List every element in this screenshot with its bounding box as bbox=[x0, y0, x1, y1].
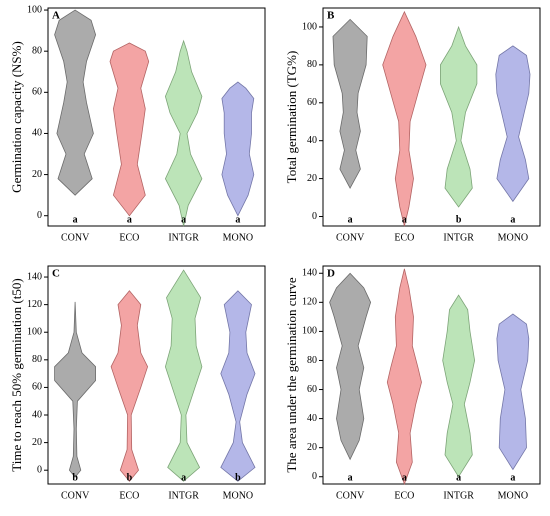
violin bbox=[329, 272, 372, 461]
violin bbox=[496, 313, 530, 471]
significance-letter: a bbox=[402, 472, 407, 483]
category-label: INTGR bbox=[168, 490, 199, 501]
significance-letter: a bbox=[510, 472, 515, 483]
plot-frame bbox=[47, 7, 266, 227]
y-tick-label: 20 bbox=[307, 173, 317, 184]
significance-letter: b bbox=[456, 214, 462, 225]
significance-letter: a bbox=[73, 214, 78, 225]
significance-letter: a bbox=[510, 214, 515, 225]
violin bbox=[442, 294, 476, 478]
category-label: ECO bbox=[119, 232, 139, 243]
y-tick-label: 0 bbox=[37, 210, 42, 221]
y-tick-label: 100 bbox=[302, 21, 317, 32]
panel: 0 20 40 60 80 100 B Total germination (TG%) CONV… bbox=[284, 7, 541, 243]
plot-frame bbox=[47, 265, 266, 485]
panel: 0 20 40 60 80 100 120 140 D The area under the ge… bbox=[284, 265, 541, 501]
y-tick-label: 80 bbox=[32, 354, 42, 365]
violin bbox=[164, 39, 203, 227]
plot-frame bbox=[322, 265, 541, 485]
y-tick-label: 0 bbox=[312, 471, 317, 482]
y-tick-label: 20 bbox=[32, 169, 42, 180]
y-axis-title: Total germination (TG%) bbox=[284, 51, 299, 184]
category-label: ECO bbox=[394, 490, 414, 501]
violin bbox=[386, 268, 422, 486]
violin bbox=[54, 9, 97, 196]
panel: 0 20 40 60 80 100 A Germination capacity (NS%) C… bbox=[9, 4, 266, 243]
violin bbox=[495, 45, 531, 203]
violin bbox=[440, 25, 478, 208]
category-label: INTGR bbox=[168, 232, 199, 243]
y-tick-label: 60 bbox=[32, 87, 42, 98]
y-axis-title: The area under the germination curve bbox=[284, 277, 299, 472]
category-label: CONV bbox=[61, 490, 90, 501]
y-tick-label: 100 bbox=[27, 4, 42, 15]
y-tick-label: 40 bbox=[32, 409, 42, 420]
y-tick-label: 120 bbox=[27, 299, 42, 310]
violin bbox=[54, 301, 96, 478]
category-label: INTGR bbox=[443, 490, 474, 501]
significance-letter: a bbox=[348, 472, 353, 483]
y-tick-label: 80 bbox=[307, 355, 317, 366]
violin bbox=[332, 18, 368, 189]
y-tick-label: 20 bbox=[32, 437, 42, 448]
violin bbox=[221, 81, 255, 217]
category-label: INTGR bbox=[443, 232, 474, 243]
significance-letter: b bbox=[72, 472, 78, 483]
y-tick-label: 40 bbox=[307, 413, 317, 424]
category-label: MONO bbox=[223, 490, 254, 501]
y-tick-label: 60 bbox=[307, 97, 317, 108]
category-label: CONV bbox=[336, 232, 365, 243]
category-label: MONO bbox=[498, 490, 529, 501]
panel-label: C bbox=[52, 268, 60, 280]
category-label: CONV bbox=[336, 490, 365, 501]
panel-label: A bbox=[52, 10, 60, 22]
significance-letter: a bbox=[456, 472, 461, 483]
violin bbox=[109, 42, 150, 217]
violin bbox=[110, 290, 149, 482]
violin bbox=[164, 269, 203, 482]
panel: 0 20 40 60 80 100 120 140 C Time to reach 50% ger… bbox=[9, 265, 266, 501]
significance-letter: b bbox=[127, 472, 133, 483]
category-label: MONO bbox=[498, 232, 529, 243]
y-tick-label: 20 bbox=[307, 442, 317, 453]
y-axis-title: Germination capacity (NS%) bbox=[9, 41, 24, 193]
plot-frame bbox=[322, 7, 541, 227]
y-tick-label: 80 bbox=[307, 59, 317, 70]
y-tick-label: 0 bbox=[37, 464, 42, 475]
y-tick-label: 140 bbox=[302, 268, 317, 279]
significance-letter: a bbox=[181, 214, 186, 225]
significance-letter: a bbox=[181, 472, 186, 483]
y-tick-label: 40 bbox=[307, 135, 317, 146]
significance-letter: a bbox=[235, 214, 240, 225]
category-label: ECO bbox=[394, 232, 414, 243]
category-label: MONO bbox=[223, 232, 254, 243]
violin bbox=[220, 290, 256, 482]
y-tick-label: 120 bbox=[302, 297, 317, 308]
y-tick-label: 0 bbox=[312, 211, 317, 222]
violin bbox=[382, 10, 427, 227]
significance-letter: a bbox=[348, 214, 353, 225]
y-axis-title: Time to reach 50% germination (t50) bbox=[9, 278, 24, 471]
y-tick-label: 100 bbox=[27, 327, 42, 338]
y-tick-label: 60 bbox=[307, 384, 317, 395]
y-tick-label: 140 bbox=[27, 271, 42, 282]
category-label: ECO bbox=[119, 490, 139, 501]
panel-label: D bbox=[327, 268, 335, 280]
category-label: CONV bbox=[61, 232, 90, 243]
panel-label: B bbox=[327, 10, 335, 22]
significance-letter: a bbox=[402, 214, 407, 225]
y-tick-label: 80 bbox=[32, 45, 42, 56]
y-tick-label: 100 bbox=[302, 326, 317, 337]
y-tick-label: 60 bbox=[32, 382, 42, 393]
significance-letter: b bbox=[235, 472, 241, 483]
y-tick-label: 40 bbox=[32, 128, 42, 139]
significance-letter: a bbox=[127, 214, 132, 225]
